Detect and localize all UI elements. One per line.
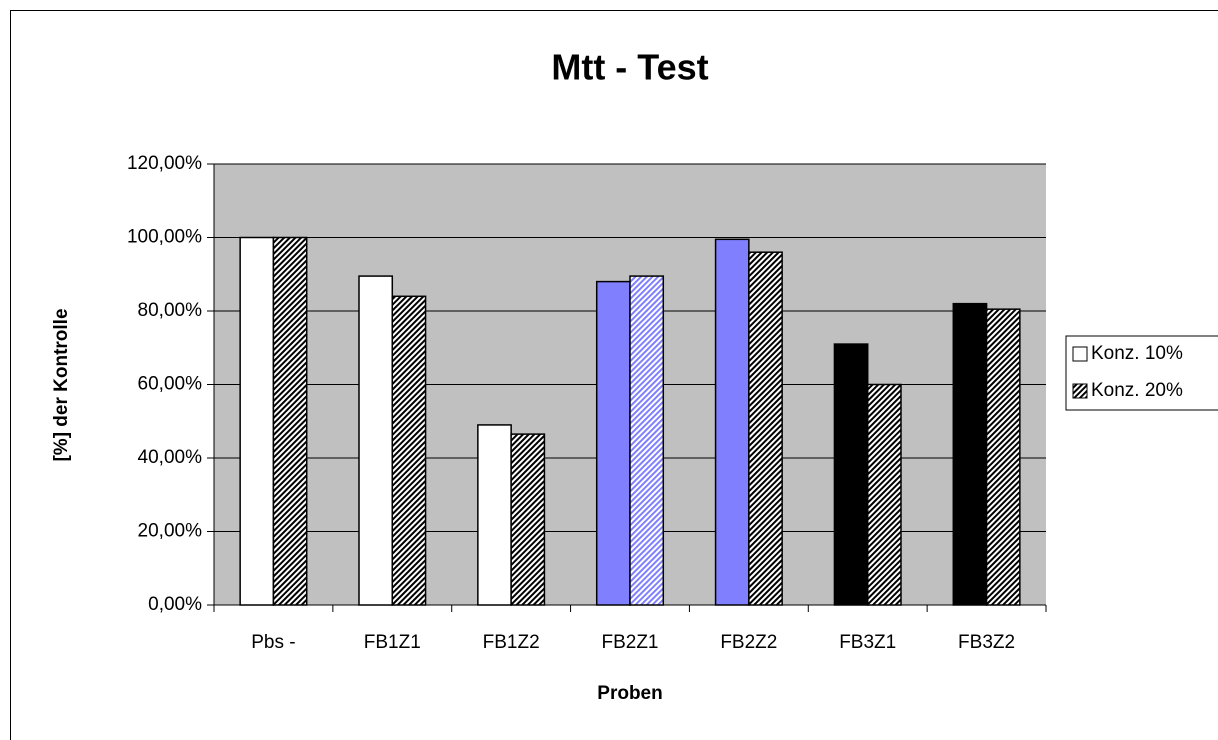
x-axis-label: Proben	[597, 683, 662, 704]
bar	[272, 236, 308, 606]
y-tick-label: 40,00%	[138, 447, 203, 468]
bar	[985, 308, 1021, 606]
bar	[952, 302, 988, 606]
bar	[748, 251, 783, 606]
bar	[714, 238, 750, 606]
y-tick-label: 0,00%	[148, 594, 202, 615]
bar	[358, 275, 394, 606]
x-tick-label: FB3Z2	[958, 632, 1015, 653]
y-tick-label: 60,00%	[138, 374, 203, 395]
x-tick-label: FB1Z2	[483, 632, 540, 653]
legend-box	[1065, 335, 1218, 411]
x-tick-label: FB2Z1	[601, 632, 658, 653]
legend-swatch	[1072, 346, 1088, 362]
legend-label: Konz. 20%	[1091, 380, 1183, 401]
y-tick-label: 120,00%	[127, 153, 202, 174]
x-tick-label: FB3Z1	[839, 632, 896, 653]
y-tick-label: 80,00%	[138, 300, 203, 321]
bar	[477, 424, 512, 606]
bar	[239, 236, 275, 606]
y-tick-label: 20,00%	[138, 521, 203, 542]
legend-swatch	[1072, 383, 1088, 399]
chart-title: Mtt - Test	[551, 47, 708, 88]
bar	[866, 383, 902, 606]
bar	[833, 343, 869, 606]
bar	[629, 275, 665, 606]
x-tick-label: FB2Z2	[720, 632, 777, 653]
y-axis-label: [%] der Kontrolle	[51, 308, 72, 461]
x-tick-label: Pbs -	[251, 632, 295, 653]
legend-label: Konz. 10%	[1091, 343, 1183, 364]
y-tick-label: 100,00%	[127, 227, 202, 248]
bar	[595, 280, 631, 606]
x-tick-label: FB1Z1	[364, 632, 421, 653]
bar	[391, 295, 427, 606]
bar	[510, 433, 546, 606]
